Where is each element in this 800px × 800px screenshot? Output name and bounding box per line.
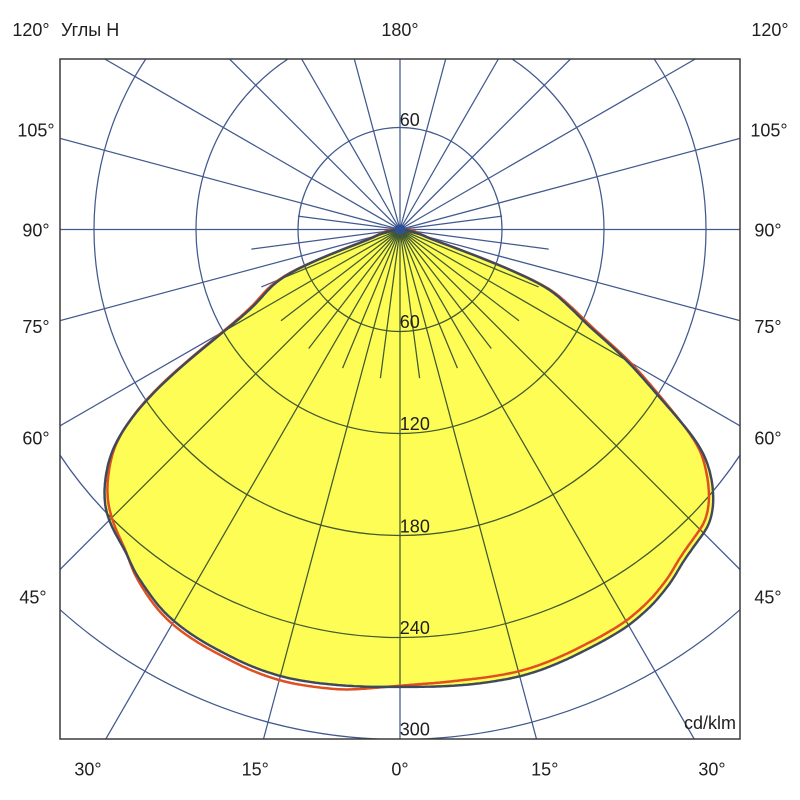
svg-text:90°: 90° [754, 220, 781, 240]
svg-text:60: 60 [400, 312, 420, 332]
svg-text:120°: 120° [751, 20, 788, 40]
svg-text:180: 180 [400, 517, 430, 537]
svg-text:90°: 90° [22, 220, 49, 240]
svg-text:120: 120 [400, 414, 430, 434]
svg-text:0°: 0° [391, 760, 408, 780]
svg-text:Углы H: Углы H [61, 20, 119, 40]
svg-text:15°: 15° [531, 760, 558, 780]
svg-text:300: 300 [400, 720, 430, 740]
svg-text:60°: 60° [22, 429, 49, 449]
svg-text:60°: 60° [754, 429, 781, 449]
svg-text:105°: 105° [750, 121, 787, 141]
svg-text:15°: 15° [242, 760, 269, 780]
svg-text:180°: 180° [381, 20, 418, 40]
svg-text:45°: 45° [19, 588, 46, 608]
svg-text:105°: 105° [17, 121, 54, 141]
svg-text:75°: 75° [754, 317, 781, 337]
svg-text:45°: 45° [754, 588, 781, 608]
svg-text:240: 240 [400, 618, 430, 638]
svg-text:30°: 30° [698, 760, 725, 780]
svg-text:120°: 120° [12, 20, 49, 40]
svg-text:60: 60 [400, 110, 420, 130]
svg-text:cd/klm: cd/klm [684, 713, 736, 733]
svg-text:75°: 75° [22, 317, 49, 337]
svg-text:30°: 30° [74, 760, 101, 780]
